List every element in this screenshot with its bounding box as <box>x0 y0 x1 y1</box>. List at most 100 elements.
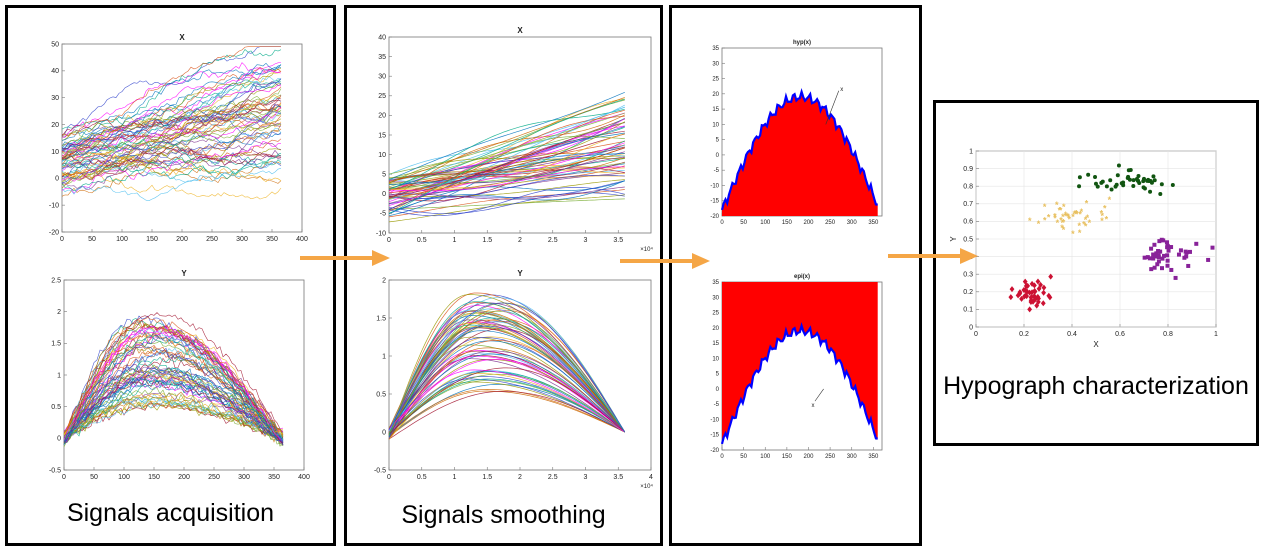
scatter-point <box>1093 181 1098 186</box>
smoothing-panel: 0 0.5 1 1.5 2 2.5 3 3.5 -10 -5 0 5 10 15 20 25 30 35 40 X ×1… <box>344 5 663 546</box>
smooth-y-series <box>388 359 626 433</box>
hyp-ytick-label: -10 <box>710 183 719 189</box>
raw-x-series <box>61 148 282 181</box>
scatter-point <box>1126 168 1131 173</box>
smooth_x-ytick-label: 0 <box>382 191 386 198</box>
scatter-point: * <box>1082 220 1086 230</box>
epi-ytick-label: -10 <box>710 417 719 423</box>
scatter-point: * <box>1108 195 1112 205</box>
arrow-head <box>960 248 978 264</box>
scatter-point <box>1151 174 1156 179</box>
raw_y-xtick-label: 100 <box>118 474 130 481</box>
smooth-x-series <box>388 174 625 199</box>
epi-xtick-label: 50 <box>740 454 747 460</box>
scatter-point: * <box>1100 216 1104 226</box>
arrow-head <box>692 253 710 269</box>
scatter-point <box>1178 248 1183 253</box>
smooth-y-series <box>388 294 626 433</box>
scatter-point <box>1109 187 1114 192</box>
epi-annotation: x <box>811 403 814 409</box>
raw-x-series <box>61 146 282 167</box>
smooth-y-chart: 0 0.5 1 1.5 2 2.5 3 3.5 4-0.500.511.52Y×10⁴ <box>374 269 653 490</box>
epi-ytick-label: -5 <box>714 402 720 408</box>
epi-curve <box>720 321 878 445</box>
scatter-point <box>1108 178 1113 183</box>
raw-x-series <box>61 138 281 167</box>
scatter-point <box>1155 262 1160 267</box>
smooth_x-xtick-label: 2.5 <box>548 237 558 244</box>
smooth-y-series <box>388 373 626 433</box>
scatter-point: * <box>1062 218 1066 228</box>
raw_x-xtick-label: 200 <box>176 236 188 243</box>
smooth_x-ytick-label: -5 <box>380 211 386 218</box>
scatter-point <box>1095 184 1100 189</box>
hyp-title: hyp(x) <box>793 40 811 46</box>
scatter-point: * <box>1056 218 1060 228</box>
raw-y-series-group <box>63 312 284 448</box>
scatter-point <box>1165 240 1170 245</box>
scatter-ytick-label: 0.1 <box>963 307 973 314</box>
raw-y-series <box>63 394 284 447</box>
smooth-x-series-group <box>388 91 625 223</box>
smooth-y-series-group <box>388 292 626 440</box>
scatter-point <box>1131 178 1136 183</box>
scatter-ytick-label: 1 <box>969 148 973 155</box>
scatter-point <box>1186 263 1191 268</box>
smooth_x-title: X <box>517 26 523 35</box>
scatter-point: * <box>1060 223 1064 233</box>
raw_y-xtick-label: 200 <box>178 474 190 481</box>
smooth-y-series <box>388 358 626 433</box>
scatter-point <box>1036 295 1041 302</box>
scatter-xlabel: X <box>1093 340 1099 348</box>
scatter-point <box>1194 241 1199 246</box>
scatter-point: * <box>1103 203 1107 213</box>
smooth-y-series <box>388 353 626 433</box>
raw-y-series <box>63 344 284 435</box>
smooth-x-series <box>388 136 625 190</box>
scatter-ytick-label: 0.9 <box>963 166 973 173</box>
raw_y-xtick-label: 50 <box>90 474 98 481</box>
scatter-point <box>1141 185 1146 190</box>
scatter-point: * <box>1100 208 1104 218</box>
scatter-xtick-label: 0.4 <box>1067 331 1077 338</box>
smooth-x-series <box>388 153 625 185</box>
scatter-point <box>1166 248 1171 253</box>
scatter-point <box>1116 163 1121 168</box>
hyp-xtick-label: 50 <box>740 220 747 226</box>
scatter-point: * <box>1059 216 1063 226</box>
scatter-point <box>1032 287 1038 294</box>
epi-annotation-line <box>814 388 824 402</box>
scatter-point <box>1176 252 1181 257</box>
raw_x-ytick-label: 0 <box>55 176 59 183</box>
smooth-y-series <box>388 325 626 433</box>
raw_x-xtick-label: 0 <box>60 236 64 243</box>
raw-x-series <box>61 49 282 130</box>
scatter-point <box>1077 184 1082 189</box>
scatter-point: * <box>1064 212 1068 222</box>
raw-y-series <box>63 317 284 436</box>
raw-y-series <box>63 334 284 445</box>
smooth-x-series <box>388 126 625 214</box>
raw-y-series <box>63 327 284 441</box>
hyp-ytick-label: -20 <box>710 214 719 220</box>
scatter-point <box>1149 180 1154 185</box>
scatter-point <box>1158 249 1163 254</box>
scatter-point: * <box>1100 211 1104 221</box>
smooth-x-series <box>388 189 625 218</box>
hyp-xtick-label: 100 <box>760 220 771 226</box>
raw_y-ytick-label: 0.5 <box>51 404 61 411</box>
smooth_y-ytick-label: 1 <box>382 353 386 360</box>
scatter-point <box>1019 295 1024 302</box>
scatter-point <box>1032 282 1037 289</box>
smooth-y-series <box>388 319 626 440</box>
scatter-point: * <box>1058 205 1062 215</box>
scatter-point <box>1148 189 1153 194</box>
hyp-annotation: x <box>840 87 843 93</box>
raw_x-title: X <box>179 33 185 42</box>
raw-x-chart: 0 50 100 150 200 250 300 350 400 -20 -10 0 10 20 30 40 5… <box>49 33 308 243</box>
epi-title: epi(x) <box>794 274 810 280</box>
smooth_y-xtick-label: 0 <box>387 474 391 481</box>
scatter-cluster-2: ****************************** ******* * **… <box>1028 195 1112 239</box>
smooth-x-series <box>389 166 625 192</box>
scatter-point: * <box>1043 216 1047 226</box>
